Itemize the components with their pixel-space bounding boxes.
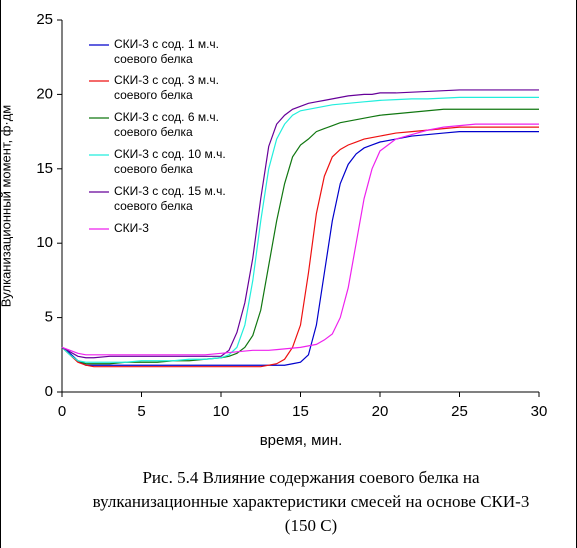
x-tick-label: 10: [213, 403, 230, 420]
y-tick-label: 25: [36, 11, 53, 28]
legend-label: СКИ-3 с сод. 10 м.ч. соевого белка: [114, 147, 226, 176]
legend-entry: СКИ-3 с сод. 6 м.ч. соевого белка: [114, 110, 220, 139]
y-tick-label: 0: [45, 383, 53, 400]
x-tick-label: 25: [451, 403, 468, 420]
legend-label: СКИ-3 с сод. 6 м.ч. соевого белка: [114, 110, 220, 139]
legend-entry: СКИ-3 с сод. 10 м.ч. соевого белка: [114, 147, 226, 176]
legend-label: СКИ-3 с сод. 1 м.ч. соевого белка: [114, 37, 220, 66]
y-axis-label: Вулканизационный момент, ф·дм: [1, 105, 13, 308]
x-tick-label: 0: [58, 403, 66, 420]
legend-label: СКИ-3 с сод. 15 м.ч. соевого белка: [114, 184, 226, 213]
series-line: [61, 108, 539, 365]
series-line: [61, 131, 539, 366]
legend-entry: СКИ-3 с сод. 1 м.ч. соевого белка: [114, 37, 220, 66]
y-tick-label: 5: [45, 309, 53, 326]
legend-label: СКИ-3 с сод. 3 м.ч. соевого белка: [114, 73, 220, 102]
legend-entry: СКИ-3 с сод. 15 м.ч. соевого белка: [114, 184, 226, 213]
x-tick-label: 20: [372, 403, 389, 420]
legend-entry: СКИ-3: [114, 221, 149, 235]
x-tick-label: 5: [137, 403, 145, 420]
series-line: [61, 96, 539, 363]
chart: Вулканизационный момент, ф·дм время, мин…: [1, 11, 548, 449]
series-line: [61, 123, 539, 356]
legend-entry: СКИ-3 с сод. 3 м.ч. соевого белка: [114, 73, 220, 102]
y-tick-label: 10: [36, 234, 53, 251]
x-tick-label: 15: [292, 403, 309, 420]
x-axis-label: время, мин.: [260, 432, 343, 449]
y-tick-label: 20: [36, 85, 53, 102]
series-line: [61, 89, 539, 359]
y-tick-label: 15: [36, 160, 53, 177]
x-tick-label: 30: [531, 403, 548, 420]
caption: Рис. 5.4 Влияние содержания соевого белк…: [92, 468, 530, 535]
legend-label: СКИ-3: [114, 221, 149, 235]
